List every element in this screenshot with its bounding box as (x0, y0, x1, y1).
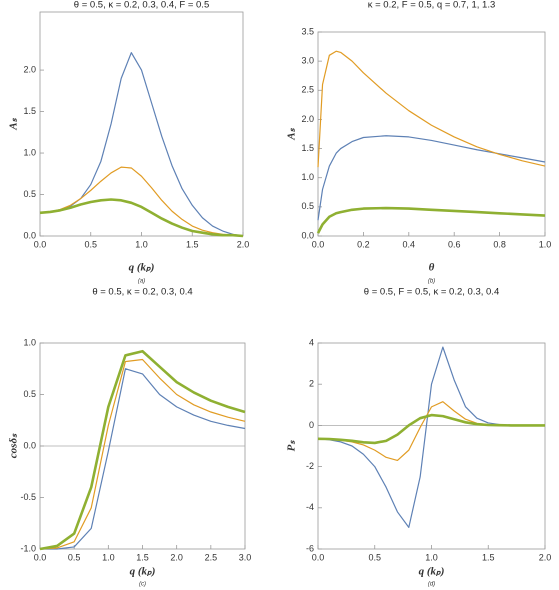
y-tick-label: 1.0 (301, 172, 314, 182)
series-line (317, 346, 545, 528)
y-tick-label: 3.5 (301, 26, 314, 36)
series-line (317, 50, 546, 168)
x-axis-label: q (kₚ) (130, 566, 156, 578)
y-tick-label: 2.5 (301, 85, 314, 95)
plot-frame (317, 31, 546, 237)
y-tick-label: -2 (306, 461, 314, 471)
x-tick-label: 1.5 (136, 552, 149, 562)
x-tick-label: 0.4 (403, 239, 416, 249)
x-tick-label: 0.0 (34, 239, 47, 249)
x-axis-label: θ (429, 262, 435, 274)
y-tick-label: 0.0 (301, 230, 314, 240)
x-tick-label: 1.0 (102, 552, 115, 562)
x-tick-label: 0.8 (493, 239, 506, 249)
y-tick-label: 0.5 (23, 389, 36, 399)
series-line (39, 358, 246, 550)
chart-title: κ = 0.2, F = 0.5, q = 0.7, 1, 1.3 (368, 0, 496, 11)
x-tick-label: 2.0 (237, 239, 250, 249)
y-tick-label: 0.0 (23, 230, 36, 240)
x-tick-label: 1.0 (539, 239, 552, 249)
x-tick-label: 0.0 (34, 552, 47, 562)
chart-title: θ = 0.5, F = 0.5, κ = 0.2, 0.3, 0.4 (364, 287, 499, 298)
x-tick-label: 3.0 (239, 552, 252, 562)
x-tick-label: 1.0 (425, 552, 438, 562)
series-line (40, 368, 246, 550)
x-tick-label: 1.5 (482, 552, 495, 562)
y-axis-label: cosδₛ (8, 433, 20, 458)
y-axis-label: Aₛ (286, 127, 298, 140)
y-tick-label: 2.0 (23, 64, 36, 74)
x-tick-label: 1.5 (186, 239, 199, 249)
y-tick-label: 4 (309, 337, 314, 347)
x-tick-label: 2.0 (539, 552, 552, 562)
y-tick-label: 0.5 (301, 201, 314, 211)
y-tick-label: 1.5 (301, 143, 314, 153)
series-line (39, 349, 246, 551)
x-tick-label: 0.5 (368, 552, 381, 562)
x-tick-label: 0.2 (357, 239, 370, 249)
x-axis-label: q (kₚ) (419, 566, 445, 578)
series-line (317, 401, 545, 462)
y-tick-label: 2 (309, 379, 314, 389)
series-line (39, 198, 244, 238)
x-tick-label: 1.0 (135, 239, 148, 249)
subfigure-caption: (c) (139, 582, 146, 588)
series-line (316, 206, 546, 234)
subfigure-caption: (a) (138, 279, 145, 285)
y-tick-label: 0.0 (23, 440, 36, 450)
y-tick-label: 0.5 (23, 189, 36, 199)
series-line (39, 166, 244, 237)
y-tick-label: 1.0 (23, 147, 36, 157)
y-tick-label: 0 (309, 420, 314, 430)
x-tick-label: 0.5 (84, 239, 97, 249)
y-tick-label: 3.0 (301, 56, 314, 66)
x-tick-label: 0.6 (448, 239, 461, 249)
y-tick-label: 1.5 (23, 106, 36, 116)
x-tick-label: 2.5 (205, 552, 218, 562)
x-tick-label: 0.5 (68, 552, 81, 562)
y-axis-label: Pₛ (286, 440, 298, 452)
chart-title: θ = 0.5, κ = 0.2, 0.3, 0.4 (92, 287, 192, 298)
series-line (317, 135, 546, 221)
plot-frame (39, 11, 244, 237)
y-axis-label: Aₛ (8, 117, 20, 130)
x-tick-label: 0.0 (312, 239, 325, 249)
x-tick-label: 0.0 (312, 552, 325, 562)
y-tick-label: -6 (306, 543, 314, 553)
chart-title: θ = 0.5, κ = 0.2, 0.3, 0.4, F = 0.5 (74, 0, 209, 11)
x-tick-label: 2.0 (170, 552, 183, 562)
y-tick-label: 2.0 (301, 114, 314, 124)
y-tick-label: -0.5 (20, 492, 36, 502)
series-line (317, 413, 545, 445)
subfigure-caption: (b) (428, 279, 435, 285)
y-tick-label: -1.0 (20, 543, 36, 553)
y-tick-label: 1.0 (23, 337, 36, 347)
subfigure-caption: (d) (428, 582, 435, 588)
x-axis-label: q (kₚ) (129, 262, 155, 274)
y-tick-label: -4 (306, 502, 314, 512)
